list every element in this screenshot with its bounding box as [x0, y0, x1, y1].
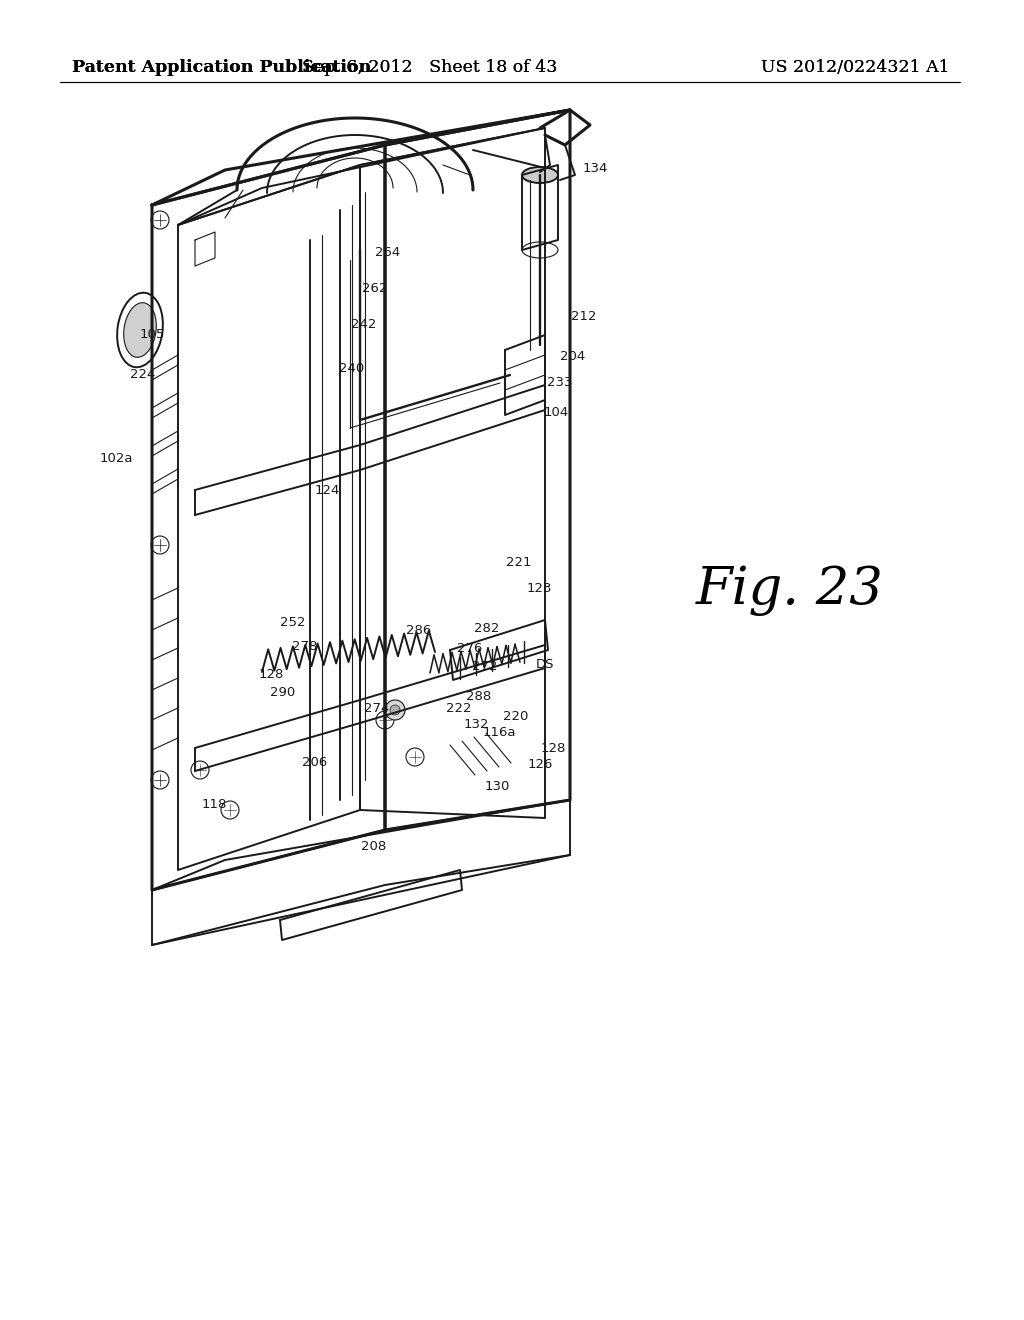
Text: 134: 134	[583, 161, 607, 174]
Text: 104: 104	[544, 407, 568, 420]
Text: 132: 132	[463, 718, 488, 730]
Text: 272: 272	[472, 660, 498, 673]
Text: 276: 276	[458, 643, 482, 656]
Text: 282: 282	[474, 622, 500, 635]
Text: 128: 128	[258, 668, 284, 681]
Circle shape	[390, 705, 400, 715]
Text: Fig. 23: Fig. 23	[696, 565, 884, 615]
Text: US 2012/0224321 A1: US 2012/0224321 A1	[762, 59, 950, 77]
Circle shape	[385, 700, 406, 719]
Text: 286: 286	[407, 624, 432, 638]
Text: 222: 222	[446, 702, 472, 715]
Text: 240: 240	[339, 362, 365, 375]
Text: 221: 221	[506, 557, 531, 569]
Ellipse shape	[124, 302, 157, 358]
Text: 212: 212	[571, 310, 597, 323]
Text: 128: 128	[541, 742, 565, 755]
Text: 105: 105	[139, 329, 165, 342]
Text: 274: 274	[365, 701, 390, 714]
Text: 290: 290	[270, 685, 296, 698]
Text: 126: 126	[527, 759, 553, 771]
Text: 208: 208	[361, 841, 387, 854]
Text: Patent Application Publication: Patent Application Publication	[72, 59, 372, 77]
Text: 264: 264	[376, 247, 400, 260]
Text: 220: 220	[504, 710, 528, 722]
Text: 118: 118	[202, 799, 226, 812]
Text: 242: 242	[351, 318, 377, 331]
Text: 288: 288	[466, 690, 492, 704]
Text: 124: 124	[314, 483, 340, 496]
Text: Patent Application Publication: Patent Application Publication	[72, 59, 372, 77]
Text: 206: 206	[302, 755, 328, 768]
Text: 204: 204	[560, 350, 586, 363]
Text: DS: DS	[536, 659, 554, 672]
Text: Sep. 6, 2012   Sheet 18 of 43: Sep. 6, 2012 Sheet 18 of 43	[302, 59, 558, 77]
Text: Sep. 6, 2012   Sheet 18 of 43: Sep. 6, 2012 Sheet 18 of 43	[302, 59, 558, 77]
Text: 252: 252	[281, 616, 306, 630]
Text: 224: 224	[130, 368, 156, 381]
Text: 233: 233	[547, 375, 572, 388]
Text: 123: 123	[526, 582, 552, 594]
Text: 262: 262	[362, 282, 388, 296]
Text: 102a: 102a	[99, 451, 133, 465]
Text: US 2012/0224321 A1: US 2012/0224321 A1	[762, 59, 950, 77]
Text: 116a: 116a	[482, 726, 516, 739]
Ellipse shape	[522, 168, 558, 183]
Text: 130: 130	[484, 780, 510, 792]
Text: 278: 278	[292, 640, 317, 653]
